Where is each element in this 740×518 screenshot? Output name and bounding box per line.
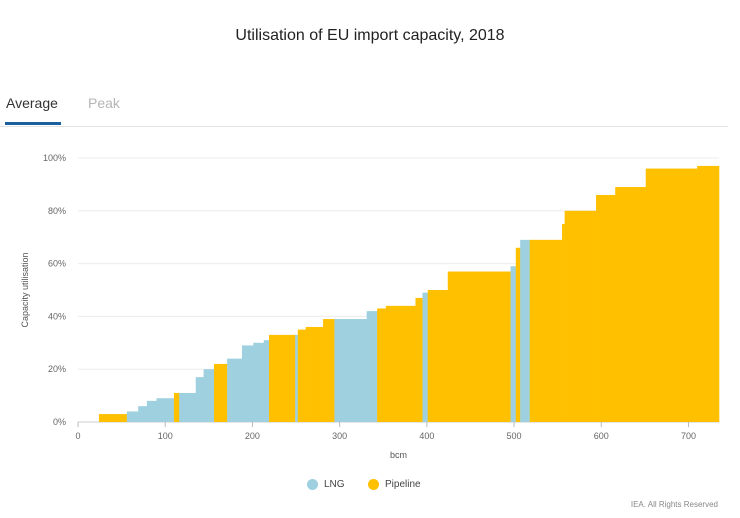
bar-pipeline-21[interactable] bbox=[377, 308, 387, 422]
bar-pipeline-16[interactable] bbox=[297, 329, 306, 422]
active-tab-indicator bbox=[5, 122, 61, 125]
bar-pipeline-30[interactable] bbox=[529, 239, 563, 422]
bar-lng-15[interactable] bbox=[295, 334, 299, 422]
legend: LNG Pipeline bbox=[0, 479, 740, 495]
x-tick-label: 200 bbox=[245, 431, 260, 441]
y-tick-label: 100% bbox=[43, 153, 66, 163]
bars bbox=[98, 165, 720, 423]
bar-lng-24[interactable] bbox=[422, 292, 429, 422]
bar-lng-12[interactable] bbox=[253, 342, 265, 422]
legend-item-pipeline[interactable]: Pipeline bbox=[368, 479, 421, 490]
bar-pipeline-31[interactable] bbox=[562, 224, 565, 422]
y-tick-label: 80% bbox=[48, 206, 66, 216]
x-axis-title: bcm bbox=[390, 450, 407, 460]
y-tick-label: 40% bbox=[48, 311, 66, 321]
bar-pipeline-0[interactable] bbox=[98, 414, 128, 422]
tab-bar: Average Peak bbox=[0, 92, 728, 127]
x-tick-label: 100 bbox=[158, 431, 173, 441]
y-axis-title: Capacity utilisation bbox=[20, 252, 30, 327]
legend-item-lng[interactable]: LNG bbox=[307, 479, 345, 490]
bar-lng-6[interactable] bbox=[179, 392, 197, 422]
legend-marker-pipeline bbox=[368, 479, 379, 490]
bar-pipeline-32[interactable] bbox=[564, 210, 597, 422]
bar-pipeline-23[interactable] bbox=[415, 297, 423, 422]
bar-pipeline-36[interactable] bbox=[697, 165, 720, 423]
bar-pipeline-33[interactable] bbox=[596, 194, 616, 422]
bar-pipeline-28[interactable] bbox=[515, 247, 521, 422]
copyright-credit: IEA. All Rights Reserved bbox=[630, 500, 718, 509]
bar-pipeline-18[interactable] bbox=[323, 319, 335, 422]
bar-pipeline-25[interactable] bbox=[427, 290, 449, 422]
bar-lng-27[interactable] bbox=[510, 266, 517, 422]
legend-marker-lng bbox=[307, 479, 318, 490]
tab-average[interactable]: Average bbox=[6, 95, 58, 111]
tab-peak[interactable]: Peak bbox=[88, 95, 120, 111]
x-tick-label: 500 bbox=[507, 431, 522, 441]
bar-pipeline-26[interactable] bbox=[447, 271, 511, 422]
x-tick-label: 400 bbox=[419, 431, 434, 441]
y-tick-label: 0% bbox=[53, 417, 66, 427]
axes: 0% 20% 40% 60% 80% 100% 0 100 200 300 400 500 600 700 bbox=[43, 153, 696, 441]
legend-label-pipeline: Pipeline bbox=[385, 479, 421, 490]
bar-pipeline-5[interactable] bbox=[173, 392, 180, 422]
bar-lng-3[interactable] bbox=[146, 400, 157, 422]
chart-title: Utilisation of EU import capacity, 2018 bbox=[235, 27, 505, 44]
y-tick-label: 20% bbox=[48, 364, 66, 374]
bar-pipeline-34[interactable] bbox=[615, 187, 647, 422]
bar-pipeline-9[interactable] bbox=[214, 363, 228, 422]
bar-lng-20[interactable] bbox=[366, 311, 378, 422]
bar-pipeline-14[interactable] bbox=[268, 334, 296, 422]
bar-lng-10[interactable] bbox=[227, 358, 243, 422]
bar-lng-4[interactable] bbox=[156, 398, 175, 422]
capacity-utilisation-chart: 0% 20% 40% 60% 80% 100% 0 100 200 300 400 500 600 700… bbox=[20, 153, 720, 460]
bar-lng-19[interactable] bbox=[334, 319, 367, 422]
x-tick-label: 0 bbox=[75, 431, 80, 441]
bar-lng-13[interactable] bbox=[263, 340, 270, 422]
x-tick-label: 700 bbox=[681, 431, 696, 441]
x-tick-label: 300 bbox=[332, 431, 347, 441]
y-tick-label: 60% bbox=[48, 259, 66, 269]
bar-pipeline-17[interactable] bbox=[305, 326, 324, 422]
bar-lng-2[interactable] bbox=[138, 406, 148, 422]
x-tick-label: 600 bbox=[594, 431, 609, 441]
bar-pipeline-22[interactable] bbox=[385, 305, 416, 422]
legend-label-lng: LNG bbox=[324, 479, 345, 490]
bar-pipeline-35[interactable] bbox=[645, 168, 698, 422]
bar-lng-1[interactable] bbox=[126, 411, 139, 422]
bar-lng-29[interactable] bbox=[520, 239, 531, 422]
bar-lng-7[interactable] bbox=[195, 377, 204, 422]
bar-lng-8[interactable] bbox=[203, 369, 215, 422]
bar-lng-11[interactable] bbox=[241, 345, 254, 422]
